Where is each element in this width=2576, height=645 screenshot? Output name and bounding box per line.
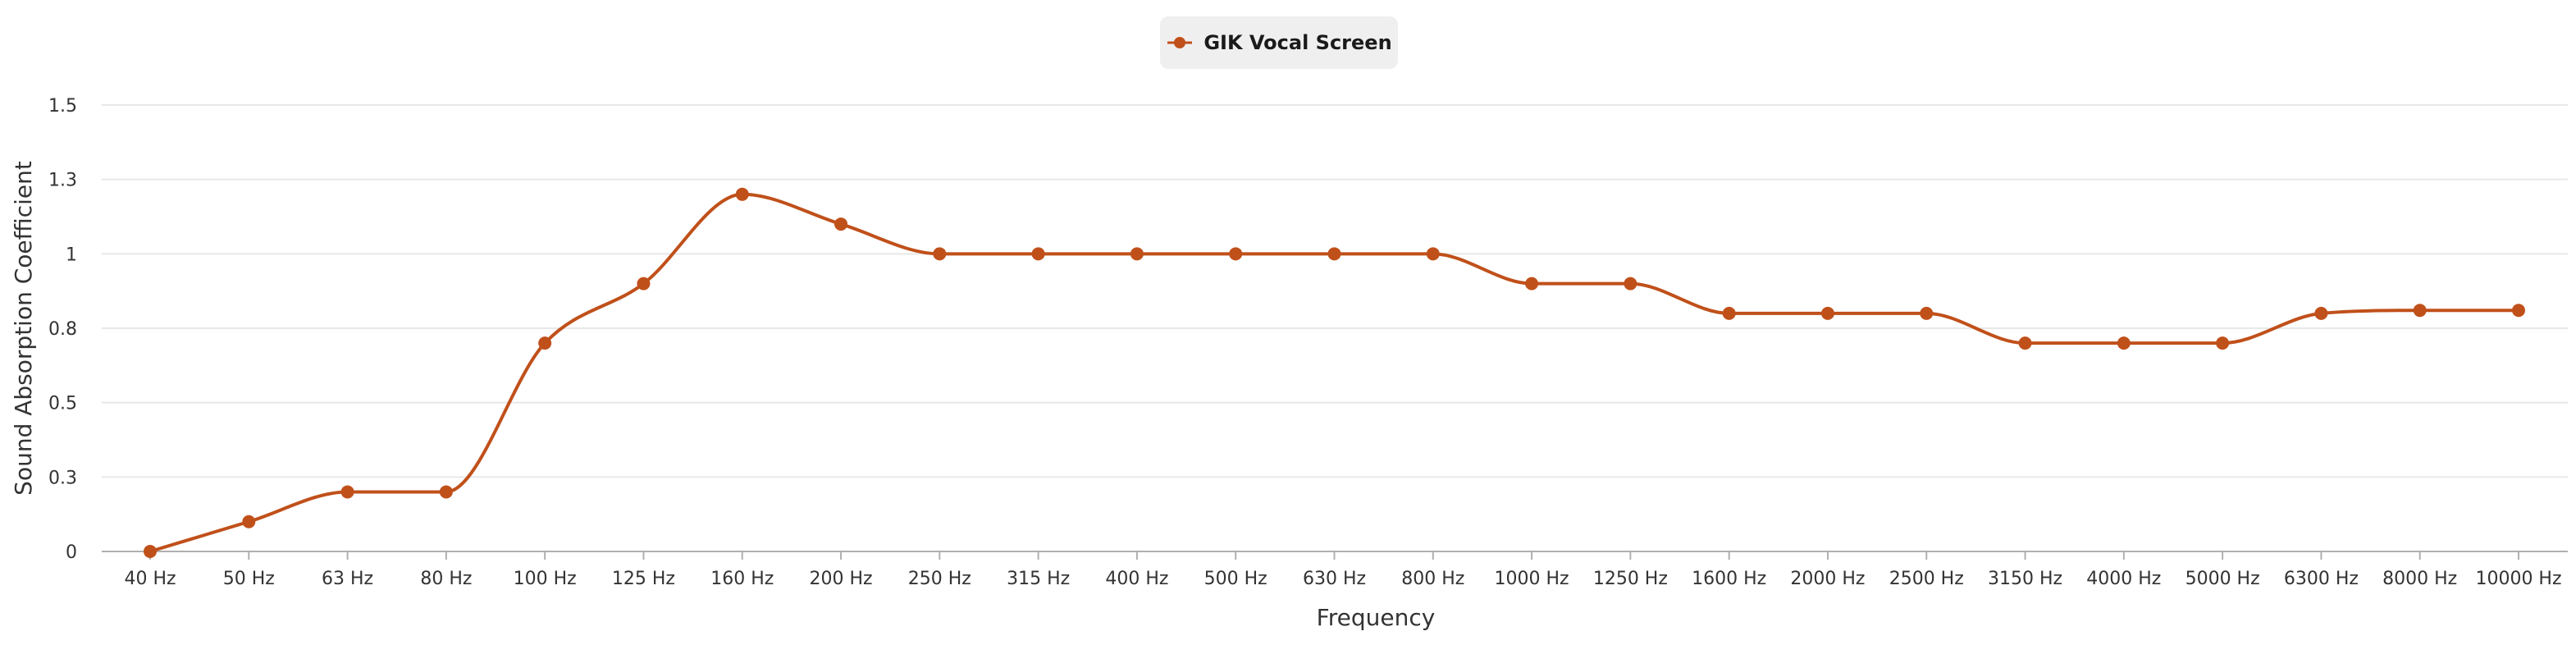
x-tick-label: 6300 Hz xyxy=(2284,569,2359,589)
y-tick-label: 1.3 xyxy=(48,171,77,191)
x-tick-label: 2000 Hz xyxy=(1790,569,1865,589)
legend-label: GIK Vocal Screen xyxy=(1204,31,1392,54)
x-tick-label: 400 Hz xyxy=(1105,569,1168,589)
data-point[interactable] xyxy=(144,545,157,558)
data-point[interactable] xyxy=(2018,336,2032,350)
data-point[interactable] xyxy=(242,515,256,528)
x-tick-label: 40 Hz xyxy=(124,569,176,589)
data-point[interactable] xyxy=(340,485,354,499)
y-tick-label: 1.5 xyxy=(48,96,77,117)
x-axis-title: Frequency xyxy=(1317,604,1436,631)
legend[interactable]: GIK Vocal Screen xyxy=(1160,16,1398,69)
data-point[interactable] xyxy=(2413,304,2427,318)
x-tick-label: 250 Hz xyxy=(908,569,971,589)
data-point[interactable] xyxy=(1525,277,1539,290)
data-point[interactable] xyxy=(1820,306,1834,320)
series-line xyxy=(149,192,2519,553)
x-tick-label: 10000 Hz xyxy=(2475,569,2561,589)
y-tick-label: 0.3 xyxy=(48,468,77,488)
x-tick-label: 3150 Hz xyxy=(1988,569,2062,589)
x-tick-label: 50 Hz xyxy=(223,569,275,589)
data-point[interactable] xyxy=(1722,306,1736,320)
x-tick-label: 63 Hz xyxy=(322,569,373,589)
data-point[interactable] xyxy=(1130,247,1144,261)
x-tick-label: 2500 Hz xyxy=(1889,569,1964,589)
data-point[interactable] xyxy=(2216,336,2230,350)
data-point[interactable] xyxy=(1327,247,1341,261)
x-tick-label: 8000 Hz xyxy=(2382,569,2457,589)
x-tick-label: 1600 Hz xyxy=(1692,569,1766,589)
x-tick-label: 160 Hz xyxy=(710,569,774,589)
x-tick-label: 80 Hz xyxy=(420,569,472,589)
data-point[interactable] xyxy=(637,277,651,290)
x-tick-label: 800 Hz xyxy=(1401,569,1464,589)
data-point[interactable] xyxy=(1920,306,1934,320)
x-tick-label: 500 Hz xyxy=(1204,569,1267,589)
y-tick-label: 1 xyxy=(66,245,77,265)
data-point[interactable] xyxy=(2117,336,2131,350)
y-axis-title: Sound Absorption Coefficient xyxy=(10,161,37,496)
x-tick-label: 4000 Hz xyxy=(2086,569,2161,589)
data-point[interactable] xyxy=(1624,277,1637,290)
x-tick-label: 200 Hz xyxy=(810,569,873,589)
data-point[interactable] xyxy=(2314,306,2328,320)
data-point[interactable] xyxy=(538,336,552,350)
data-point[interactable] xyxy=(1426,247,1440,261)
data-point[interactable] xyxy=(933,247,947,261)
x-tick-label: 125 Hz xyxy=(612,569,675,589)
x-tick-label: 630 Hz xyxy=(1303,569,1366,589)
data-point[interactable] xyxy=(834,217,848,231)
data-point[interactable] xyxy=(735,187,749,201)
data-point[interactable] xyxy=(1031,247,1045,261)
data-point[interactable] xyxy=(1229,247,1243,261)
legend-marker-icon xyxy=(1167,37,1193,48)
x-tick-label: 1000 Hz xyxy=(1495,569,1569,589)
x-tick-label: 1250 Hz xyxy=(1593,569,1668,589)
y-tick-label: 0.8 xyxy=(48,319,77,340)
data-point[interactable] xyxy=(439,485,453,499)
y-tick-label: 0.5 xyxy=(48,394,77,414)
x-tick-label: 5000 Hz xyxy=(2185,569,2260,589)
x-tick-label: 315 Hz xyxy=(1007,569,1070,589)
y-tick-label: 0 xyxy=(66,542,77,563)
data-point[interactable] xyxy=(2512,304,2525,318)
x-tick-label: 100 Hz xyxy=(514,569,577,589)
